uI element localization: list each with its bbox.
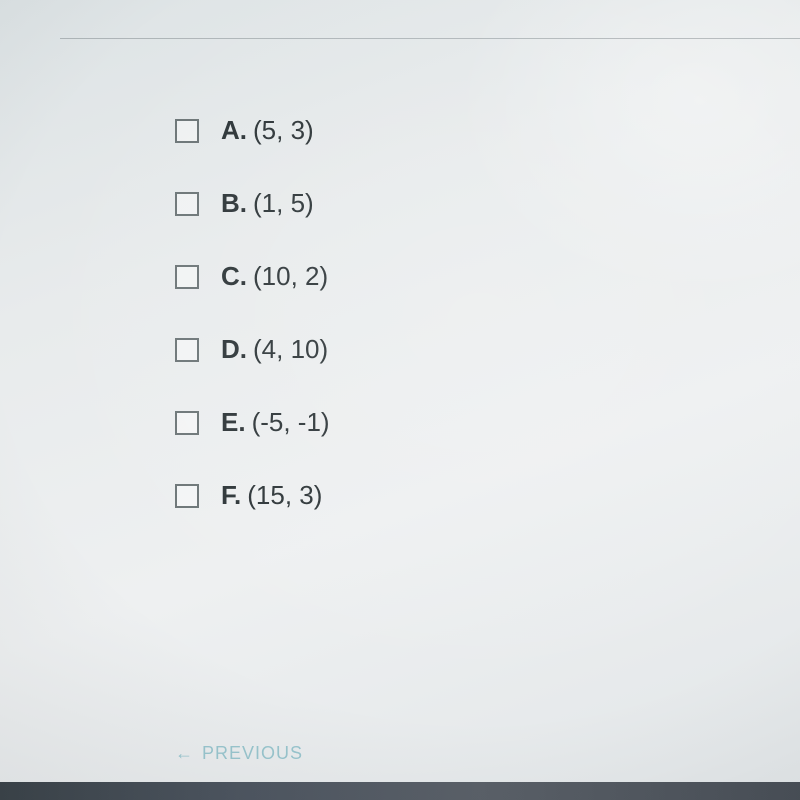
option-label: E. (-5, -1) — [221, 407, 330, 438]
option-letter: D. — [221, 334, 247, 365]
option-value: (1, 5) — [253, 188, 314, 219]
option-value: (5, 3) — [253, 115, 314, 146]
option-row: F. (15, 3) — [175, 480, 330, 511]
checkbox-option-f[interactable] — [175, 484, 199, 508]
option-letter: C. — [221, 261, 247, 292]
option-row: E. (-5, -1) — [175, 407, 330, 438]
option-label: B. (1, 5) — [221, 188, 314, 219]
option-row: D. (4, 10) — [175, 334, 330, 365]
option-row: A. (5, 3) — [175, 115, 330, 146]
checkbox-option-c[interactable] — [175, 265, 199, 289]
previous-button[interactable]: ← PREVIOUS — [175, 743, 303, 764]
option-letter: A. — [221, 115, 247, 146]
option-value: (15, 3) — [247, 480, 322, 511]
arrow-left-icon: ← — [175, 743, 194, 764]
option-letter: B. — [221, 188, 247, 219]
answer-options-list: A. (5, 3) B. (1, 5) C. (10, 2) D. (4, 10… — [175, 115, 330, 511]
option-value: (4, 10) — [253, 334, 328, 365]
horizontal-divider — [60, 38, 800, 39]
option-value: (10, 2) — [253, 261, 328, 292]
option-label: C. (10, 2) — [221, 261, 328, 292]
taskbar-edge — [0, 782, 800, 800]
option-label: F. (15, 3) — [221, 480, 322, 511]
previous-label: PREVIOUS — [202, 743, 303, 764]
checkbox-option-e[interactable] — [175, 411, 199, 435]
option-row: C. (10, 2) — [175, 261, 330, 292]
option-letter: E. — [221, 407, 246, 438]
photo-vignette — [0, 0, 800, 800]
option-letter: F. — [221, 480, 241, 511]
option-row: B. (1, 5) — [175, 188, 330, 219]
option-label: D. (4, 10) — [221, 334, 328, 365]
option-value: (-5, -1) — [252, 407, 330, 438]
option-label: A. (5, 3) — [221, 115, 314, 146]
checkbox-option-b[interactable] — [175, 192, 199, 216]
screen-glare — [450, 0, 800, 300]
checkbox-option-a[interactable] — [175, 119, 199, 143]
checkbox-option-d[interactable] — [175, 338, 199, 362]
